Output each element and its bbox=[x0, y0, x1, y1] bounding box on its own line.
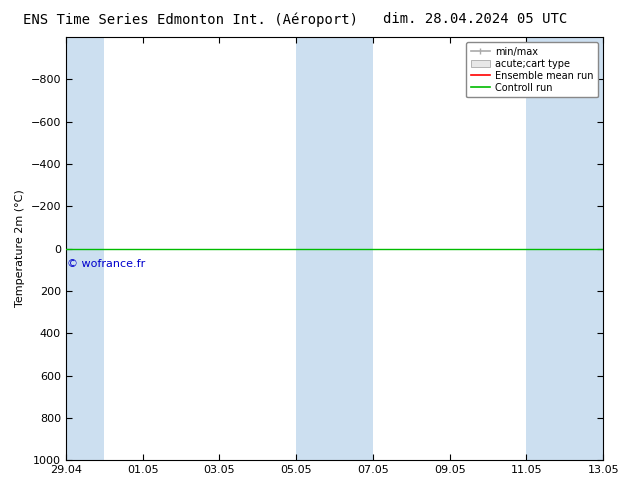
Y-axis label: Temperature 2m (°C): Temperature 2m (°C) bbox=[15, 190, 25, 307]
Text: © wofrance.fr: © wofrance.fr bbox=[67, 259, 145, 269]
Bar bbox=[66, 37, 105, 460]
Legend: min/max, acute;cart type, Ensemble mean run, Controll run: min/max, acute;cart type, Ensemble mean … bbox=[466, 42, 598, 98]
Bar bbox=[526, 37, 603, 460]
Text: dim. 28.04.2024 05 UTC: dim. 28.04.2024 05 UTC bbox=[384, 12, 567, 26]
Text: ENS Time Series Edmonton Int. (Aéroport): ENS Time Series Edmonton Int. (Aéroport) bbox=[23, 12, 358, 27]
Bar bbox=[296, 37, 373, 460]
